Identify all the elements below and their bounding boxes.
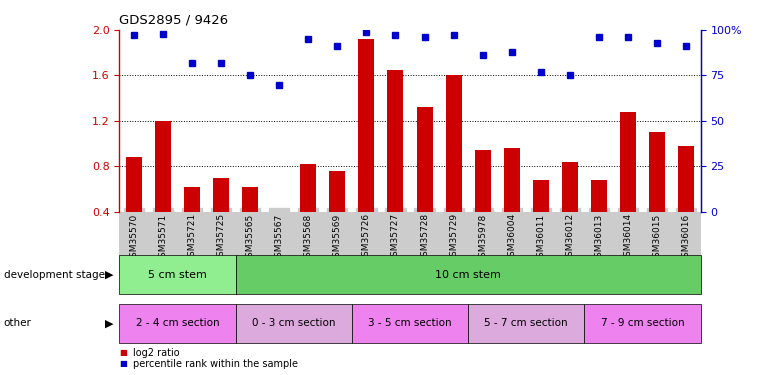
Bar xyxy=(300,164,316,212)
Text: ■: ■ xyxy=(119,359,127,368)
Bar xyxy=(474,150,490,212)
Text: 5 cm stem: 5 cm stem xyxy=(148,270,207,280)
Bar xyxy=(562,162,578,212)
Bar xyxy=(417,107,433,212)
Text: 3 - 5 cm section: 3 - 5 cm section xyxy=(368,318,452,328)
Text: 7 - 9 cm section: 7 - 9 cm section xyxy=(601,318,685,328)
Text: GDS2895 / 9426: GDS2895 / 9426 xyxy=(119,13,229,26)
Bar xyxy=(533,180,549,212)
Bar xyxy=(184,187,200,212)
Text: ▶: ▶ xyxy=(105,270,114,280)
Text: 5 - 7 cm section: 5 - 7 cm section xyxy=(484,318,568,328)
Bar xyxy=(358,39,374,212)
Bar xyxy=(504,148,520,212)
Bar xyxy=(271,212,287,214)
Text: ■: ■ xyxy=(119,348,127,357)
Text: 2 - 4 cm section: 2 - 4 cm section xyxy=(136,318,219,328)
Bar xyxy=(678,146,695,212)
Text: other: other xyxy=(4,318,32,328)
Bar xyxy=(213,178,229,212)
Text: development stage: development stage xyxy=(4,270,105,280)
Text: 10 cm stem: 10 cm stem xyxy=(435,270,501,280)
Bar xyxy=(649,132,665,212)
Text: ▶: ▶ xyxy=(105,318,114,328)
Bar xyxy=(242,187,258,212)
Bar xyxy=(387,70,403,212)
Bar xyxy=(591,180,607,212)
Bar xyxy=(155,121,171,212)
Text: percentile rank within the sample: percentile rank within the sample xyxy=(133,359,298,369)
Bar xyxy=(620,112,636,212)
Bar xyxy=(126,158,142,212)
Text: 0 - 3 cm section: 0 - 3 cm section xyxy=(252,318,336,328)
Bar xyxy=(330,171,346,212)
Bar xyxy=(446,75,462,212)
Text: log2 ratio: log2 ratio xyxy=(133,348,180,357)
